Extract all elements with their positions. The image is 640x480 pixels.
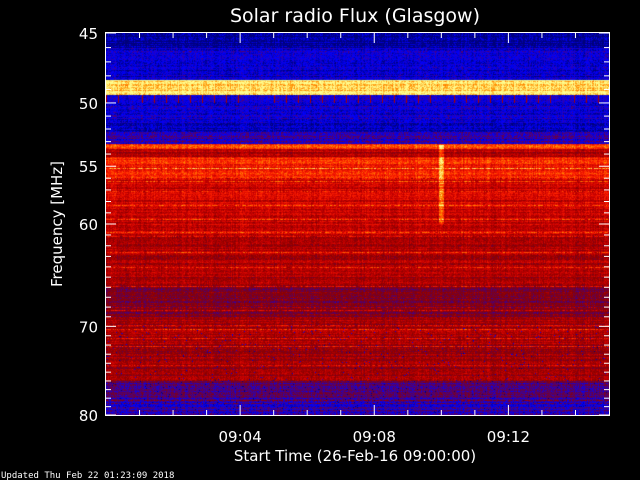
x-tick-label: 09:04 — [219, 428, 262, 446]
y-tick-label: 50 — [79, 95, 98, 113]
y-tick-label: 70 — [79, 318, 98, 336]
y-tick-label: 80 — [79, 407, 98, 425]
y-tick-label: 55 — [79, 158, 98, 176]
y-axis-label: Frequency [MHz] — [48, 161, 66, 287]
updated-timestamp: Updated Thu Feb 22 01:23:09 2018 — [1, 471, 174, 480]
x-axis: 09:04 09:08 09:12 — [139, 33, 576, 446]
spectrogram-image — [106, 33, 609, 415]
x-axis-label: Start Time (26-Feb-16 09:00:00) — [234, 447, 476, 465]
chart-title: Solar radio Flux (Glasgow) — [230, 5, 480, 27]
x-tick-label: 09:12 — [487, 428, 530, 446]
y-axis: 45 50 55 60 70 80 — [79, 25, 609, 425]
plot-frame — [105, 32, 610, 416]
y-tick-label: 60 — [79, 216, 98, 234]
y-tick-label: 45 — [79, 25, 98, 43]
x-tick-label: 09:08 — [353, 428, 396, 446]
plot-area — [106, 33, 609, 415]
